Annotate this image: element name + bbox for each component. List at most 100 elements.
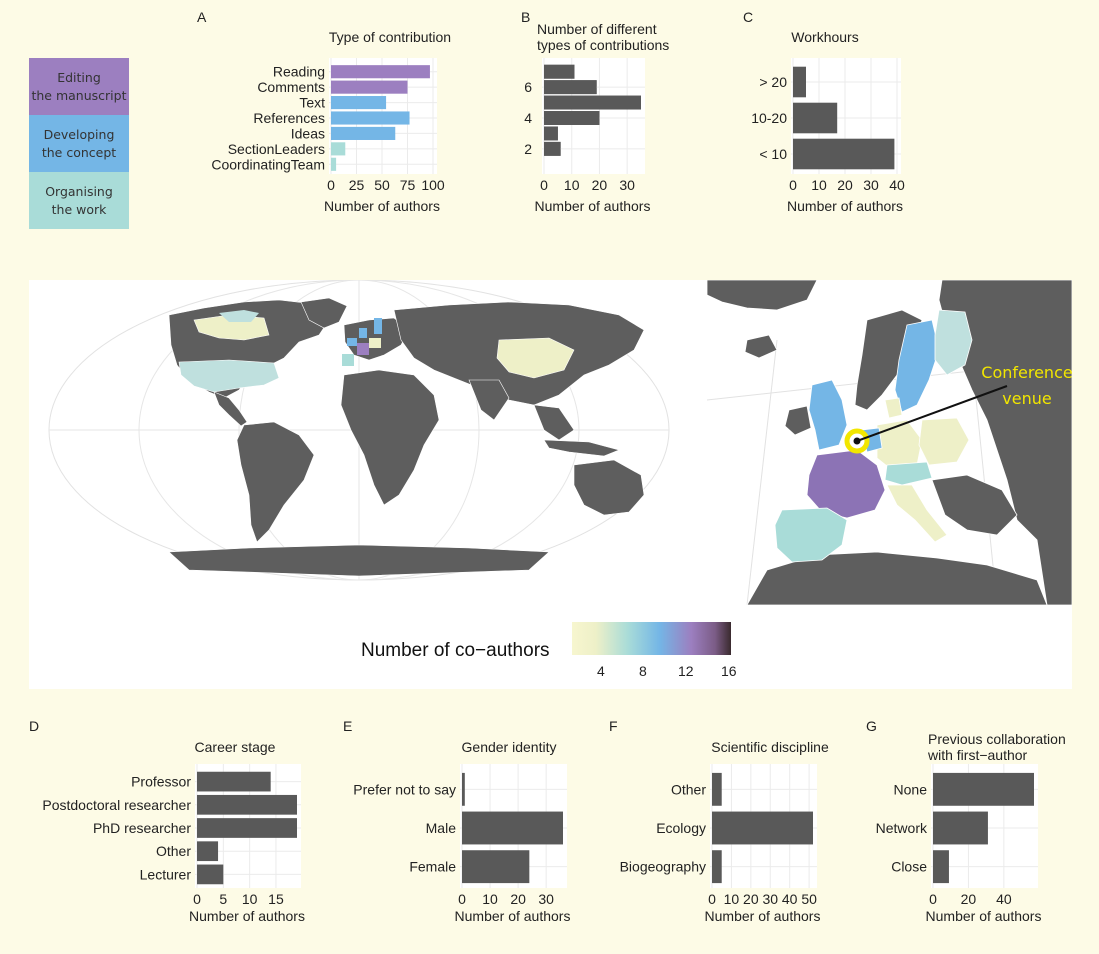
chart-title: types of contributions xyxy=(537,37,669,53)
panel-letter-e: E xyxy=(343,718,353,734)
x-tick-label: 20 xyxy=(510,891,526,907)
x-tick-label: 0 xyxy=(789,177,797,193)
bar xyxy=(462,772,465,806)
panel-letter-b: B xyxy=(521,9,531,25)
x-axis-label: Number of authors xyxy=(926,908,1042,924)
colorbar-tick-16: 16 xyxy=(721,663,737,679)
legend-label: Developing xyxy=(43,126,115,142)
y-tick-label: 2 xyxy=(524,141,532,157)
x-tick-label: 20 xyxy=(592,177,608,193)
chart-title: Previous collaboration xyxy=(928,731,1065,747)
chart-title: Number of different xyxy=(537,21,657,37)
chart-scientific-discipline: 0 10 20 30 40 50 Other Ecology Biogeography Scien… xyxy=(620,739,829,924)
legend-label: the manuscript xyxy=(31,87,127,103)
chart-type-of-contribution: 0 25 50 75 100 ReadingCommentsTextReferencesI… xyxy=(211,29,451,214)
legend-developing-concept: Developing the concept xyxy=(29,115,129,172)
chart-title: Career stage xyxy=(195,739,276,755)
bar xyxy=(933,811,988,845)
x-tick-label: 50 xyxy=(374,177,390,193)
chart-title: Scientific discipline xyxy=(711,739,829,755)
legend-label: the concept xyxy=(41,144,117,160)
chart-workhours: 0 10 20 30 40 > 20 10-20 < 10 Workhours Number of… xyxy=(751,29,905,214)
y-tick-label: < 10 xyxy=(759,146,787,162)
bar xyxy=(544,126,558,141)
x-tick-label: 40 xyxy=(996,891,1012,907)
bar xyxy=(197,818,297,838)
chart-title: with first−author xyxy=(927,747,1028,763)
bar xyxy=(331,65,430,79)
x-tick-label: 30 xyxy=(863,177,879,193)
chart-previous-collaboration: 0 20 40 None Network Close Previous collaborat… xyxy=(876,731,1065,924)
y-tick-label: PhD researcher xyxy=(93,820,191,836)
colorbar-tick-8: 8 xyxy=(639,663,647,679)
x-tick-label: 40 xyxy=(889,177,905,193)
x-tick-label: 15 xyxy=(268,891,284,907)
y-tick-label: SectionLeaders xyxy=(228,141,325,157)
bar xyxy=(197,771,271,792)
x-tick-label: 10 xyxy=(242,891,258,907)
x-tick-label: 40 xyxy=(782,891,798,907)
bar xyxy=(331,157,337,171)
legend-label: Organising xyxy=(45,183,113,199)
legend-label: Editing xyxy=(57,69,101,85)
y-tick-label: CoordinatingTeam xyxy=(211,156,325,172)
world-map xyxy=(48,280,670,581)
europe-map xyxy=(707,280,1072,605)
x-tick-label: 10 xyxy=(482,891,498,907)
x-tick-label: 20 xyxy=(743,891,759,907)
x-axis-label: Number of authors xyxy=(787,198,903,214)
bar xyxy=(544,64,575,79)
x-tick-label: 20 xyxy=(837,177,853,193)
x-tick-label: 30 xyxy=(619,177,635,193)
x-tick-label: 10 xyxy=(564,177,580,193)
x-tick-label: 0 xyxy=(929,891,937,907)
y-tick-label: None xyxy=(894,781,928,797)
x-axis-label: Number of authors xyxy=(535,198,651,214)
bar xyxy=(544,95,641,110)
y-tick-label: Female xyxy=(409,859,456,875)
bar xyxy=(712,772,722,806)
conference-venue-label: Conference venue xyxy=(972,360,1082,412)
bar xyxy=(793,102,838,134)
legend-editing-manuscript: Editing the manuscript xyxy=(29,58,129,115)
bar xyxy=(462,850,530,884)
x-tick-label: 10 xyxy=(811,177,827,193)
y-tick-label: Biogeography xyxy=(620,859,706,875)
y-tick-label: Lecturer xyxy=(140,866,192,882)
venue-label-line1: Conference xyxy=(981,363,1073,382)
y-tick-label: Ecology xyxy=(656,820,706,836)
y-tick-label: Prefer not to say xyxy=(353,781,456,797)
bar xyxy=(933,772,1034,806)
bar xyxy=(197,864,224,885)
bar xyxy=(544,111,600,125)
y-tick-label: > 20 xyxy=(759,74,787,90)
y-tick-label: 10-20 xyxy=(751,110,787,126)
y-tick-label: Other xyxy=(671,781,706,797)
bar xyxy=(544,80,597,95)
panel-letter-a: A xyxy=(197,9,207,25)
panel-letter-f: F xyxy=(609,718,618,734)
venue-label-line2: venue xyxy=(1002,389,1052,408)
bar xyxy=(331,80,408,94)
legend-label: the work xyxy=(51,201,107,217)
bar xyxy=(331,126,396,140)
x-axis-label: Number of authors xyxy=(189,908,305,924)
y-tick-label: Other xyxy=(156,843,191,859)
panel-letter-d: D xyxy=(29,718,40,734)
bar xyxy=(544,141,561,156)
bar xyxy=(712,811,813,845)
bar xyxy=(331,142,346,156)
x-tick-label: 0 xyxy=(327,177,335,193)
y-tick-label: Comments xyxy=(257,79,325,95)
x-axis-label: Number of authors xyxy=(705,908,821,924)
y-tick-label: Text xyxy=(299,95,325,111)
bar xyxy=(933,850,949,884)
x-tick-label: 0 xyxy=(708,891,716,907)
y-tick-label: References xyxy=(253,110,325,126)
y-tick-label: Professor xyxy=(131,774,191,790)
colorbar-tick-12: 12 xyxy=(678,663,694,679)
chart-gender-identity: 0 10 20 30 Prefer not to say Male Female Gender… xyxy=(353,739,570,924)
y-tick-label: Male xyxy=(426,820,457,836)
x-tick-label: 30 xyxy=(762,891,778,907)
